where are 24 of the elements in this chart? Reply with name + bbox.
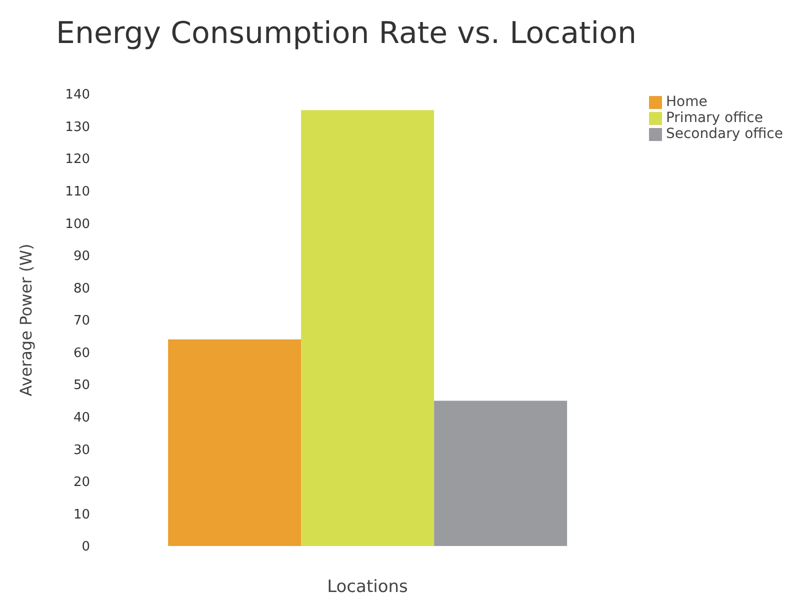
y-tick-label: 40 — [73, 410, 90, 426]
x-axis-title: Locations — [327, 577, 408, 597]
bar — [301, 110, 434, 546]
y-tick-label: 140 — [65, 88, 90, 103]
y-axis-title: Average Power (W) — [16, 244, 36, 396]
y-tick-label: 10 — [73, 507, 90, 522]
legend-label: Primary office — [666, 110, 763, 126]
y-tick-label: 50 — [73, 378, 90, 394]
y-tick-label: 110 — [65, 184, 90, 200]
y-tick-label: 0 — [82, 540, 90, 555]
legend-label: Home — [666, 94, 708, 110]
bar — [434, 400, 568, 546]
y-tick-label: 80 — [73, 281, 90, 296]
y-tick-label: 60 — [73, 346, 90, 361]
y-tick-label: 130 — [65, 120, 90, 135]
bar — [168, 339, 302, 546]
y-tick-label: 100 — [65, 216, 90, 232]
y-tick-label: 70 — [73, 314, 90, 329]
y-tick-label: 120 — [65, 152, 90, 168]
legend-label: Secondary office — [666, 126, 783, 142]
chart-title: Energy Consumption Rate vs. Location — [55, 15, 638, 53]
y-tick-label: 30 — [73, 442, 90, 458]
y-tick-label: 20 — [73, 475, 90, 490]
y-tick-label: 90 — [73, 249, 90, 264]
